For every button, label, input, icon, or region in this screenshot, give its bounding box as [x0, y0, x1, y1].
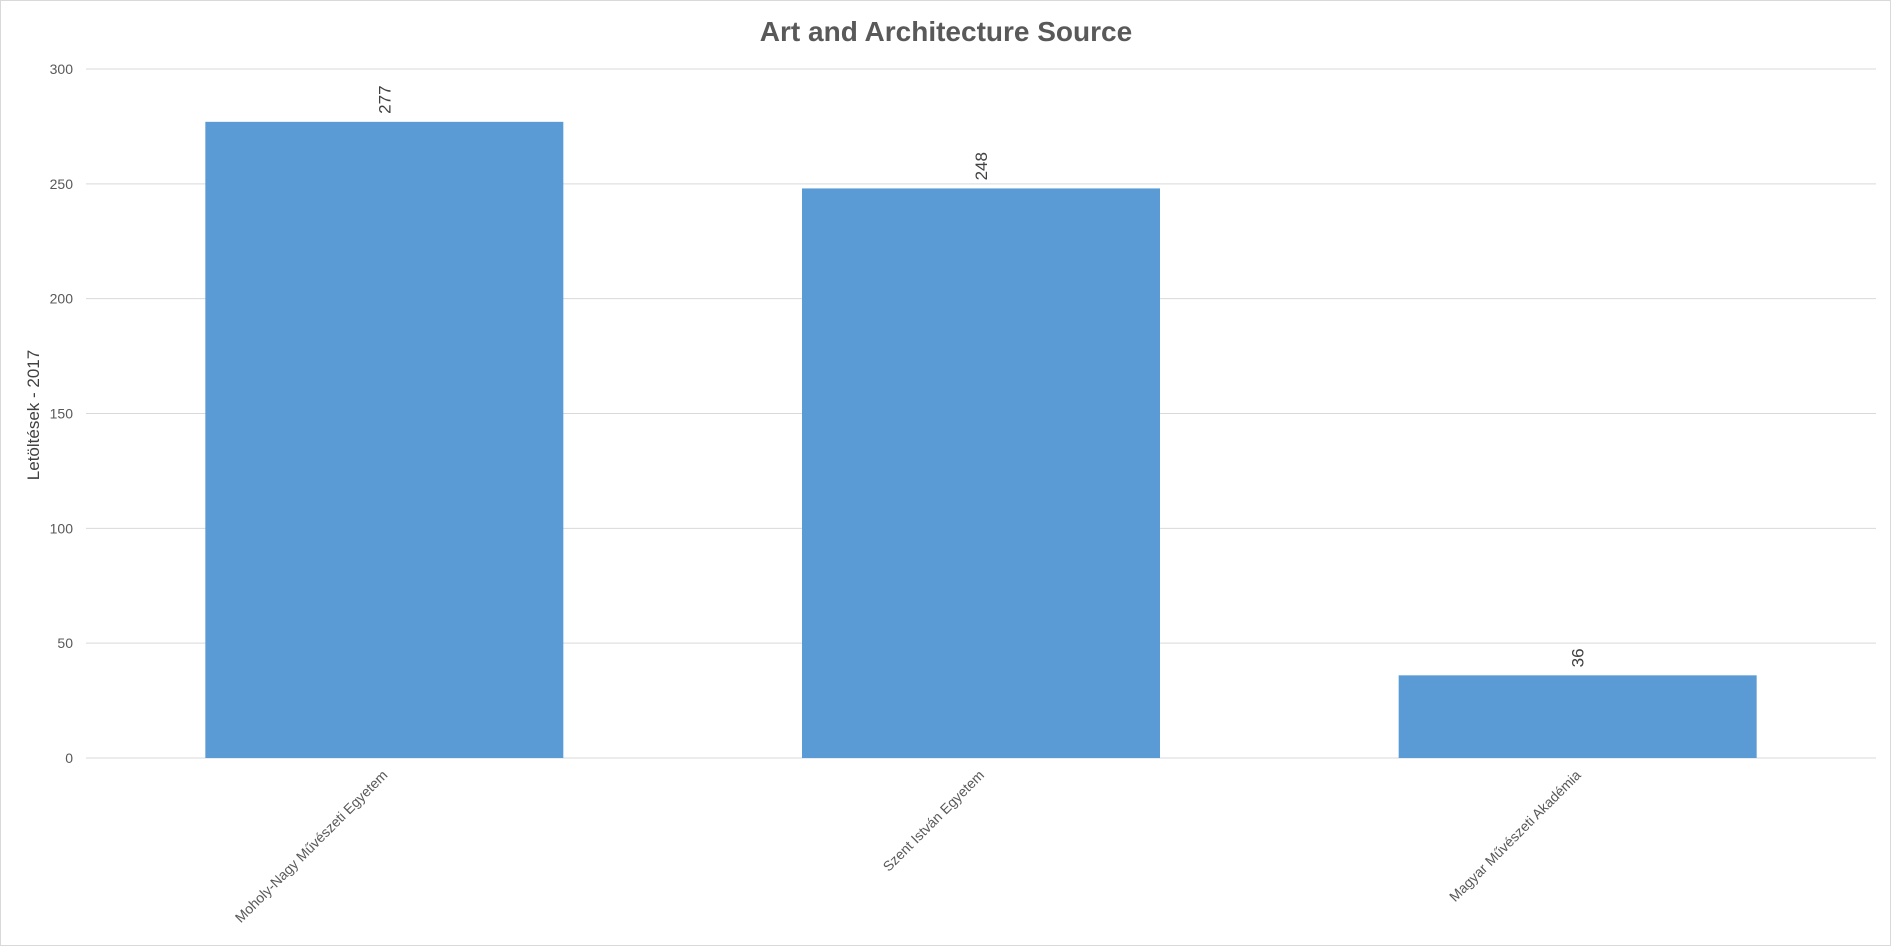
bar: [205, 121, 564, 758]
data-label: 248: [972, 152, 991, 180]
y-tick-label: 300: [50, 61, 74, 77]
category-label: Magyar Művészeti Akadémia: [1446, 767, 1584, 905]
chart-title: Art and Architecture Source: [760, 16, 1132, 47]
bar: [1398, 675, 1757, 758]
y-tick-label: 50: [57, 635, 73, 651]
bar: [802, 188, 1160, 759]
y-tick-label: 0: [65, 750, 73, 766]
category-label: Moholy-Nagy Művészeti Egyetem: [232, 767, 391, 926]
data-label: 277: [375, 85, 394, 113]
bars: [205, 121, 1757, 759]
category-label: Szent István Egyetem: [880, 767, 988, 875]
data-labels: 277 248 36: [375, 85, 1587, 667]
y-tick-label: 200: [50, 291, 74, 307]
data-label: 36: [1569, 648, 1588, 667]
y-tick-label: 100: [50, 520, 74, 536]
x-axis-categories: Moholy-Nagy Művészeti Egyetem Szent Istvá…: [232, 767, 1584, 926]
y-axis-ticks: 0 50 100 150 200 250 300: [50, 61, 74, 766]
y-axis-label: Letöltések - 2017: [24, 350, 43, 480]
y-tick-label: 250: [50, 176, 74, 192]
y-tick-label: 150: [50, 406, 74, 422]
